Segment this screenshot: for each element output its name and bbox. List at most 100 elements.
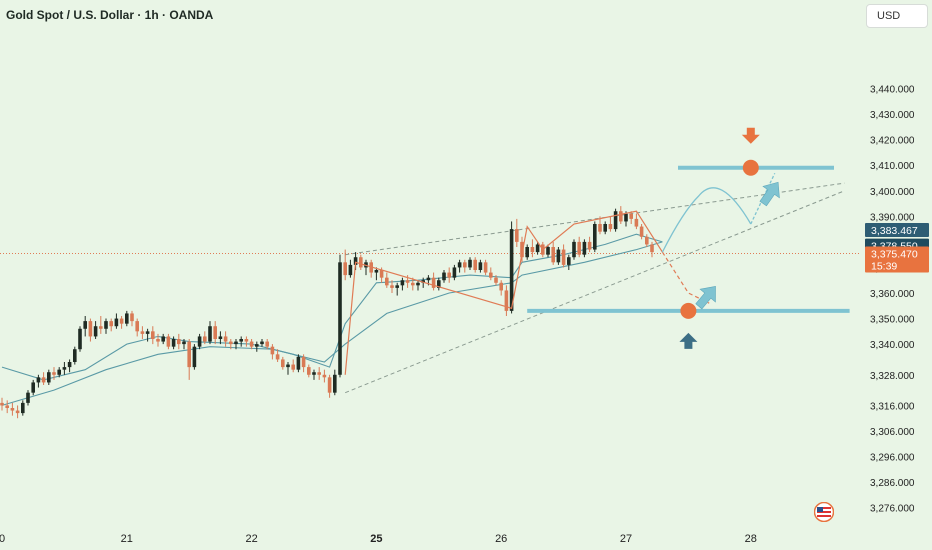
- candle: [244, 339, 249, 342]
- x-tick-label: 26: [495, 533, 507, 545]
- candle: [255, 344, 259, 347]
- candle: [15, 410, 20, 414]
- candle: [327, 377, 332, 393]
- x-tick-label: 27: [620, 533, 632, 545]
- candle: [494, 277, 498, 283]
- candle: [338, 262, 342, 375]
- candle: [291, 364, 295, 370]
- candle: [556, 249, 561, 263]
- candle: [260, 341, 264, 345]
- candle: [239, 339, 243, 342]
- candle: [99, 326, 103, 329]
- x-tick-label: 21: [121, 533, 133, 545]
- candle: [208, 326, 212, 342]
- candle: [634, 218, 639, 227]
- candle: [21, 402, 25, 414]
- channel-lower-line: [345, 190, 845, 394]
- candle: [5, 405, 9, 408]
- y-tick-label: 3,306.000: [870, 427, 915, 438]
- candle: [645, 236, 649, 245]
- candle: [104, 321, 108, 329]
- candle: [171, 339, 176, 347]
- candle: [281, 359, 285, 368]
- candle: [265, 341, 269, 347]
- candle: [400, 280, 405, 286]
- price-label-box: [865, 223, 929, 238]
- candle: [275, 354, 280, 360]
- resistance-marker: [742, 159, 759, 176]
- candle: [286, 364, 290, 368]
- candle: [197, 336, 202, 347]
- candle: [301, 356, 306, 368]
- channel-upper-line: [345, 182, 845, 256]
- projected-path-curve: [661, 187, 752, 253]
- candle: [416, 282, 420, 286]
- candle: [483, 262, 488, 273]
- candle: [504, 290, 509, 311]
- x-tick-label: 22: [245, 533, 257, 545]
- candle: [145, 331, 150, 334]
- candle: [593, 224, 597, 250]
- x-tick-label: 0: [0, 533, 5, 545]
- candle: [47, 372, 51, 383]
- projected-path-dash: [750, 172, 776, 225]
- candle: [151, 331, 155, 339]
- sell-down-arrow-icon: [741, 127, 760, 144]
- y-tick-label: 3,328.000: [870, 371, 915, 382]
- candle: [343, 262, 347, 276]
- candle: [603, 224, 607, 232]
- candle: [161, 336, 165, 342]
- candle: [317, 372, 321, 375]
- candle: [249, 341, 254, 347]
- candle: [31, 382, 35, 393]
- candle: [234, 341, 238, 345]
- candle: [114, 318, 119, 327]
- candle: [140, 331, 145, 334]
- projection-line: [661, 251, 710, 304]
- us-flag-icon[interactable]: [814, 502, 834, 522]
- candle: [587, 241, 592, 250]
- candle: [270, 346, 275, 355]
- candle: [353, 257, 358, 265]
- candle: [119, 318, 124, 324]
- currency-button[interactable]: USD: [866, 4, 928, 28]
- candle: [10, 408, 15, 411]
- wave-line: [344, 210, 663, 375]
- candle: [203, 336, 207, 342]
- candle: [650, 244, 654, 253]
- candle: [73, 349, 77, 362]
- candle: [395, 285, 399, 288]
- price-label-box: [865, 246, 929, 273]
- candle: [390, 285, 394, 288]
- y-tick-label: 3,286.000: [870, 478, 915, 489]
- candle: [229, 341, 233, 345]
- y-tick-label: 3,276.000: [870, 504, 915, 515]
- candle: [499, 282, 503, 291]
- price-label: 3,383.467: [871, 225, 918, 237]
- candle: [478, 262, 483, 270]
- y-tick-label: 3,440.000: [870, 85, 915, 96]
- candle: [187, 341, 191, 368]
- candle: [608, 224, 613, 230]
- y-tick-label: 3,390.000: [870, 212, 915, 223]
- candle: [629, 213, 633, 219]
- support-up-arrow-icon: [695, 286, 716, 310]
- candle: [577, 241, 581, 255]
- candle: [78, 328, 82, 350]
- candle: [546, 247, 550, 255]
- candle: [130, 313, 134, 322]
- price-axis: [860, 0, 932, 550]
- candle: [218, 336, 223, 339]
- y-tick-label: 3,430.000: [870, 110, 915, 121]
- candle: [442, 272, 446, 281]
- candle: [312, 372, 316, 375]
- candle: [62, 367, 67, 370]
- candle: [515, 229, 519, 242]
- candle: [333, 374, 337, 393]
- y-tick-label: 3,400.000: [870, 187, 915, 198]
- candle: [135, 321, 139, 332]
- candle: [520, 241, 524, 258]
- x-tick-label: 28: [745, 533, 757, 545]
- candle: [166, 336, 171, 347]
